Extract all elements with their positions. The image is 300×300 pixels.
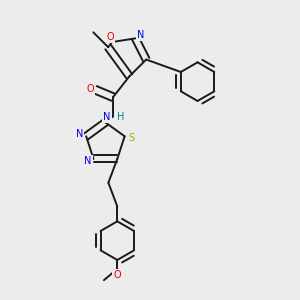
Text: O: O — [106, 32, 114, 42]
Text: O: O — [86, 84, 94, 94]
Text: N: N — [76, 129, 83, 139]
Text: N: N — [85, 156, 92, 166]
Text: N: N — [137, 30, 144, 40]
Text: H: H — [117, 112, 124, 122]
Text: O: O — [113, 270, 121, 280]
Text: S: S — [128, 133, 134, 143]
Text: N: N — [103, 112, 111, 122]
